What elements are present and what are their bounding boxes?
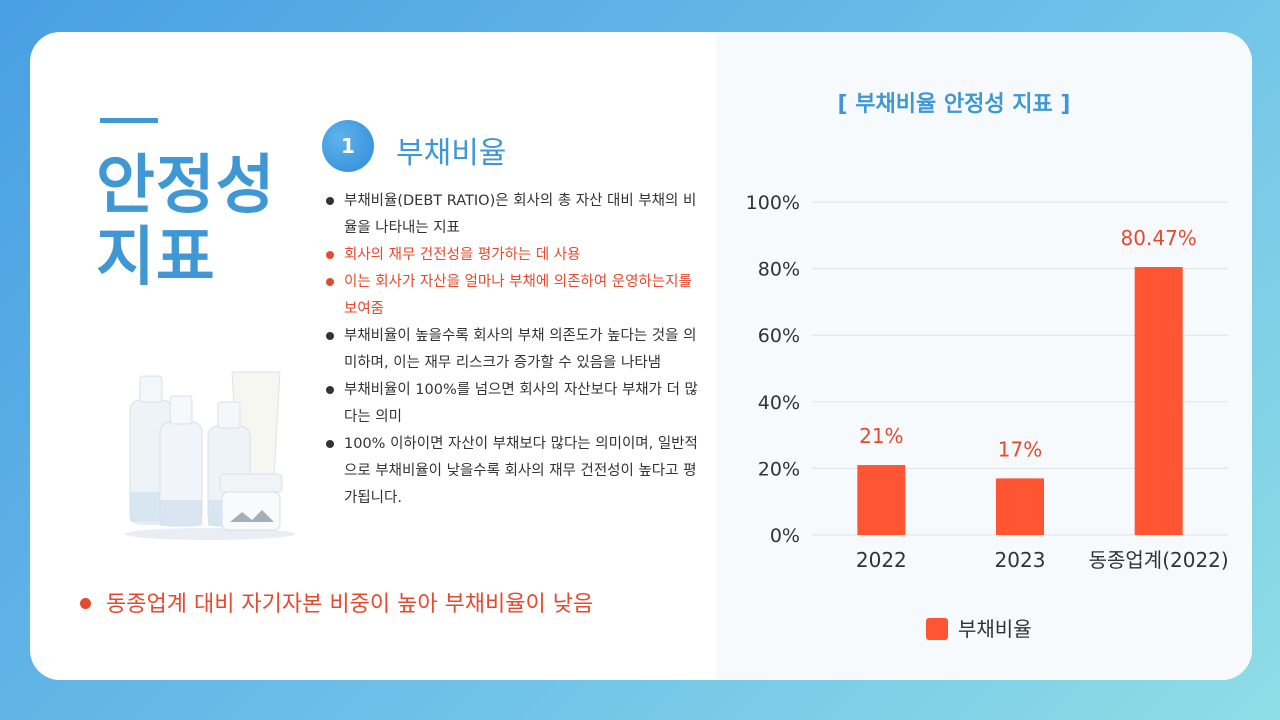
bullet-list: 부채비율(DEBT RATIO)은 회사의 총 자산 대비 부채의 비율을 나타… [326, 188, 706, 512]
x-tick-label: 2023 [995, 548, 1046, 572]
x-tick-label: 동종업계(2022) [1089, 548, 1229, 572]
bullet-item: 부채비율이 높을수록 회사의 부채 의존도가 높다는 것을 의미하며, 이는 재… [326, 323, 706, 377]
section-title: 부채비율 [396, 136, 507, 171]
summary-text: 동종업계 대비 자기자본 비중이 높아 부채비율이 낮음 [106, 592, 594, 617]
bar-chart: 0% 20% 40% 60% 80% 100% 21% 2022 17% 2023 80.47% 동종… [746, 192, 1229, 641]
page-title: 안정성 지표 [96, 150, 276, 294]
section-number-badge: 1 [322, 120, 374, 172]
y-tick-label: 80% [758, 259, 800, 281]
bar [857, 465, 906, 535]
data-label: 17% [998, 437, 1042, 461]
y-tick-label: 0% [770, 525, 800, 547]
y-tick-label: 60% [758, 325, 800, 347]
y-tick-label: 40% [758, 392, 800, 414]
data-label: 80.47% [1121, 226, 1197, 250]
bar [1134, 267, 1183, 535]
legend-swatch [926, 618, 948, 640]
data-label: 21% [859, 424, 903, 448]
page-title-line1: 안정성 [96, 149, 276, 223]
chart-title: [ 부채비율 안정성 지표 ] [837, 92, 1071, 117]
y-tick-label: 20% [758, 458, 800, 480]
y-tick-label: 100% [746, 192, 800, 214]
x-tick-label: 2022 [856, 548, 907, 572]
summary-bullet-icon [80, 598, 91, 609]
bullet-item: 부채비율(DEBT RATIO)은 회사의 총 자산 대비 부채의 비율을 나타… [326, 188, 706, 242]
bullet-item: 부채비율이 100%를 넘으면 회사의 자산보다 부채가 더 많다는 의미 [326, 377, 706, 431]
bullet-item: 100% 이하이면 자산이 부채보다 많다는 의미이며, 일반적으로 부채비율이… [326, 431, 706, 512]
title-accent-bar [100, 118, 158, 123]
bullet-item-highlight: 이는 회사가 자산을 얼마나 부채에 의존하여 운영하는지를 보여줌 [326, 269, 706, 323]
bar [996, 478, 1044, 535]
bullet-item-highlight: 회사의 재무 건전성을 평가하는 데 사용 [326, 242, 706, 269]
legend-label: 부채비율 [958, 617, 1032, 641]
product-image [125, 371, 295, 540]
page-title-line2: 지표 [96, 221, 216, 295]
